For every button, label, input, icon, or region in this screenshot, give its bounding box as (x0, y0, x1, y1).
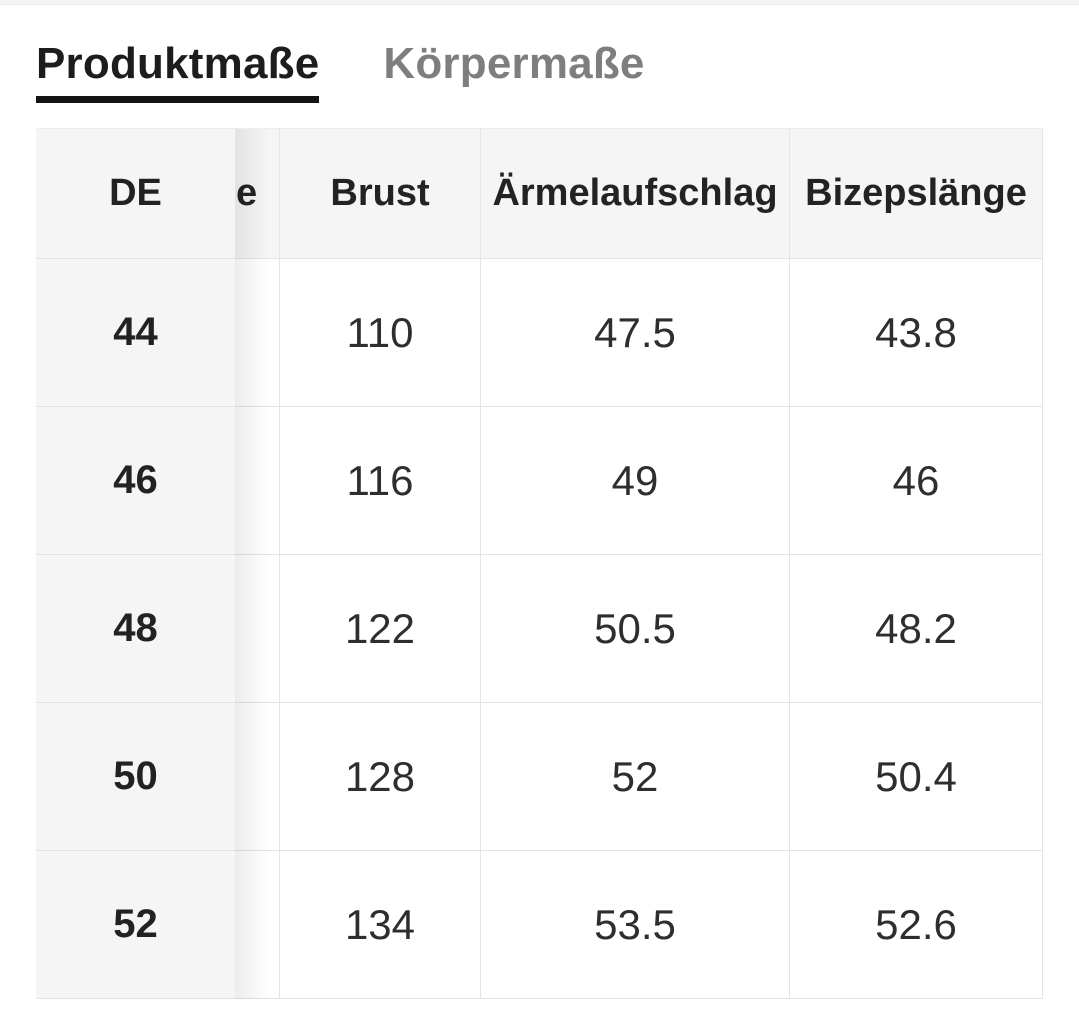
cell-bizepslaenge: 48.2 (790, 555, 1043, 702)
size-chart-tabs: Produktmaße Körpermaße (36, 39, 1043, 103)
cell-partial-column (235, 259, 280, 406)
cell-de: 50 (36, 703, 235, 850)
cell-partial-column (235, 407, 280, 554)
cell-brust: 128 (280, 703, 481, 850)
table-row: 50 128 52 50.4 (36, 703, 1043, 851)
cell-partial-column (235, 703, 280, 850)
cell-aermelaufschlag: 52 (481, 703, 790, 850)
header-cell-aermelaufschlag: Ärmelaufschlag (481, 129, 790, 258)
header-cell-brust: Brust (280, 129, 481, 258)
product-measurements-table[interactable]: DE e Brust Ärmelaufschlag Bizepslänge 44… (36, 128, 1043, 999)
cell-de: 52 (36, 851, 235, 998)
top-divider (0, 0, 1079, 5)
cell-aermelaufschlag: 47.5 (481, 259, 790, 406)
cell-brust: 110 (280, 259, 481, 406)
cell-de: 46 (36, 407, 235, 554)
cell-brust: 122 (280, 555, 481, 702)
table-row: 52 134 53.5 52.6 (36, 851, 1043, 999)
cell-brust: 134 (280, 851, 481, 998)
cell-bizepslaenge: 52.6 (790, 851, 1043, 998)
cell-aermelaufschlag: 53.5 (481, 851, 790, 998)
cell-de: 44 (36, 259, 235, 406)
table-row: 44 110 47.5 43.8 (36, 259, 1043, 407)
header-cell-de: DE (36, 129, 235, 258)
cell-bizepslaenge: 50.4 (790, 703, 1043, 850)
cell-partial-column (235, 851, 280, 998)
header-cell-partial-column: e (235, 129, 280, 258)
cell-brust: 116 (280, 407, 481, 554)
tab-produktmasse[interactable]: Produktmaße (36, 39, 320, 103)
table-row: 48 122 50.5 48.2 (36, 555, 1043, 703)
table-row: 46 116 49 46 (36, 407, 1043, 555)
cell-partial-column (235, 555, 280, 702)
cell-de: 48 (36, 555, 235, 702)
header-cell-bizepslaenge: Bizepslänge (790, 129, 1043, 258)
table-header-row: DE e Brust Ärmelaufschlag Bizepslänge (36, 129, 1043, 259)
cell-bizepslaenge: 46 (790, 407, 1043, 554)
cell-bizepslaenge: 43.8 (790, 259, 1043, 406)
tab-koerpermasse[interactable]: Körpermaße (383, 39, 645, 88)
cell-aermelaufschlag: 49 (481, 407, 790, 554)
cell-aermelaufschlag: 50.5 (481, 555, 790, 702)
